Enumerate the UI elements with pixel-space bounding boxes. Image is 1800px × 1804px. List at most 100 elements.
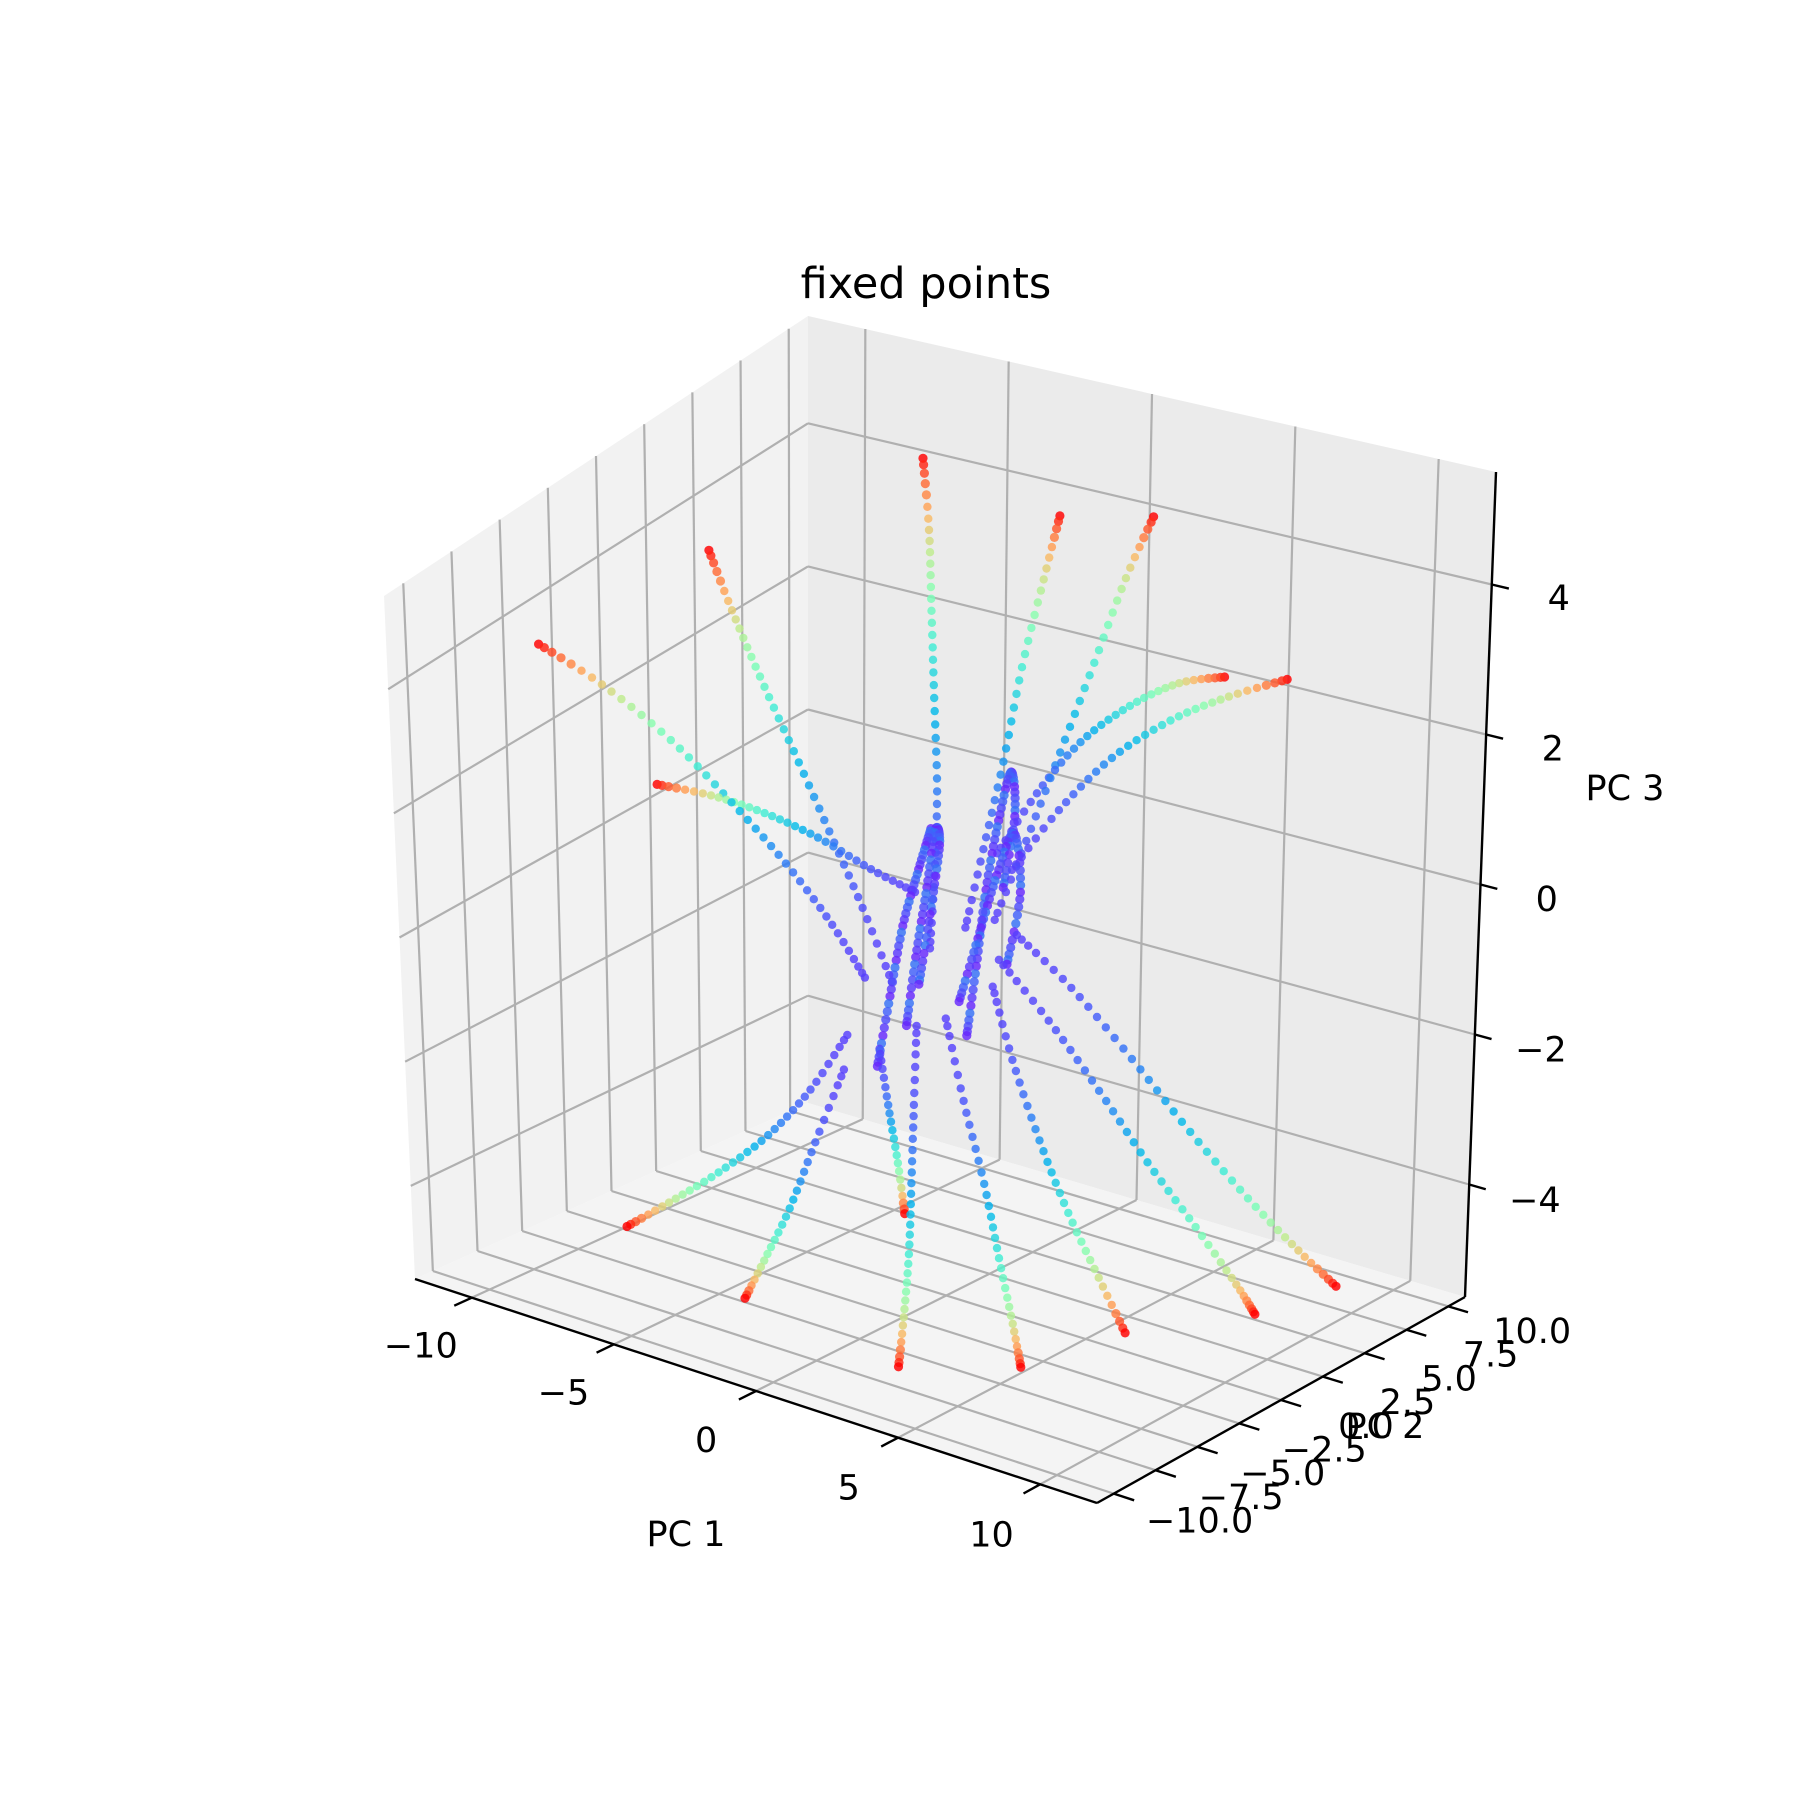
scatter-point: [967, 895, 976, 905]
scatter-point: [907, 1157, 917, 1166]
scatter-point: [1149, 725, 1158, 734]
scatter-point: [1094, 1086, 1104, 1096]
scatter-point: [556, 653, 566, 663]
scatter-point: [961, 923, 970, 932]
scatter-point: [906, 983, 917, 993]
scatter-point: [757, 1136, 766, 1146]
scatter-point: [828, 920, 837, 929]
scatter-point: [1077, 1237, 1086, 1246]
y-tick-label: 0.0: [1338, 1407, 1394, 1447]
scatter-point: [877, 951, 886, 960]
scatter-point: [799, 769, 809, 778]
scatter-point: [849, 954, 859, 964]
scatter-point: [1177, 1117, 1187, 1127]
scatter-point: [920, 479, 930, 489]
scatter-point: [1039, 575, 1048, 584]
scatter-point: [930, 706, 939, 716]
scatter-point: [702, 771, 711, 780]
scatter-point: [1107, 1300, 1116, 1310]
scatter-point: [904, 1259, 913, 1269]
scatter-point: [1216, 1258, 1226, 1267]
scatter-point: [587, 673, 597, 682]
scatter-point: [888, 876, 897, 885]
scatter-point: [1011, 1066, 1021, 1076]
scatter-point: [1164, 1186, 1173, 1196]
scatter-point: [1120, 1328, 1130, 1338]
scatter-point: [970, 969, 980, 979]
scatter-point: [830, 1050, 839, 1060]
scatter-point: [816, 903, 825, 913]
scatter-point: [720, 586, 729, 596]
scatter-point: [743, 1147, 752, 1157]
x-tick: [596, 1343, 615, 1354]
x-tick-label: −5: [538, 1374, 590, 1414]
x-tick: [738, 1389, 757, 1401]
scatter-point: [906, 1200, 915, 1209]
scatter-point: [1039, 824, 1048, 833]
scatter-point: [809, 895, 818, 904]
scatter-point: [898, 1191, 907, 1201]
scatter-point: [977, 1168, 986, 1177]
scatter-point: [1067, 983, 1076, 993]
scatter-point: [1235, 1185, 1245, 1194]
scatter-point: [781, 1212, 791, 1221]
scatter-point: [858, 903, 867, 913]
grid-line: [700, 1149, 1365, 1355]
scatter-point: [976, 857, 985, 866]
x-tick: [880, 1436, 899, 1448]
scatter-point: [760, 682, 769, 691]
scatter-point: [965, 1120, 974, 1130]
scatter-point: [1042, 564, 1051, 573]
scatter-point: [908, 1145, 917, 1155]
scatter-point: [1157, 1177, 1166, 1186]
scatter-point: [1103, 1291, 1112, 1301]
scatter-point: [907, 1179, 916, 1188]
scatter-point: [863, 915, 872, 924]
scatter-point: [1102, 1096, 1111, 1106]
scatter-point: [966, 1001, 976, 1011]
scatter-point: [644, 1210, 653, 1219]
scatter-point: [833, 1081, 842, 1090]
scatter-point: [904, 998, 915, 1008]
scatter-point: [979, 845, 988, 854]
scatter-point: [890, 962, 900, 973]
scatter-point: [819, 1115, 829, 1125]
scatter-point: [1005, 1302, 1014, 1312]
scatter-point: [715, 576, 726, 586]
scatter-point: [909, 1111, 918, 1121]
scatter-point: [839, 937, 848, 947]
scatter-point: [1006, 1311, 1016, 1320]
scatter-point: [1113, 596, 1122, 605]
scatter-point: [927, 618, 937, 627]
scatter-point: [924, 525, 934, 535]
z-tick: [1474, 1033, 1492, 1041]
scatter-point: [927, 918, 936, 928]
scatter-point: [1031, 1125, 1040, 1134]
scatter-point: [1175, 679, 1184, 688]
scatter-point: [1094, 646, 1104, 655]
scatter-point: [928, 887, 939, 897]
scatter-point: [1056, 748, 1065, 757]
scatter-point: [782, 1112, 792, 1121]
scatter-point: [1033, 598, 1043, 607]
scatter-point: [929, 680, 938, 690]
scatter-point: [818, 1068, 827, 1078]
scatter-point: [909, 1100, 919, 1110]
scatter-point: [849, 882, 858, 891]
scatter-point: [812, 1077, 821, 1087]
scatter-point: [735, 806, 744, 816]
scatter-point: [784, 736, 793, 745]
scatter-point: [1168, 681, 1177, 690]
scatter-point: [886, 1117, 896, 1126]
scatter-point: [789, 1195, 798, 1204]
scatter-point: [802, 886, 812, 895]
scatter-point: [737, 800, 746, 809]
x-tick-label: −10: [384, 1326, 458, 1366]
scatter-point: [1011, 1334, 1020, 1344]
scatter-point: [915, 924, 925, 934]
scatter-point: [751, 824, 760, 833]
scatter-point: [1047, 1168, 1056, 1177]
scatter-point: [852, 856, 861, 865]
scatter-point: [755, 672, 765, 681]
scatter-point: [1064, 1208, 1073, 1218]
